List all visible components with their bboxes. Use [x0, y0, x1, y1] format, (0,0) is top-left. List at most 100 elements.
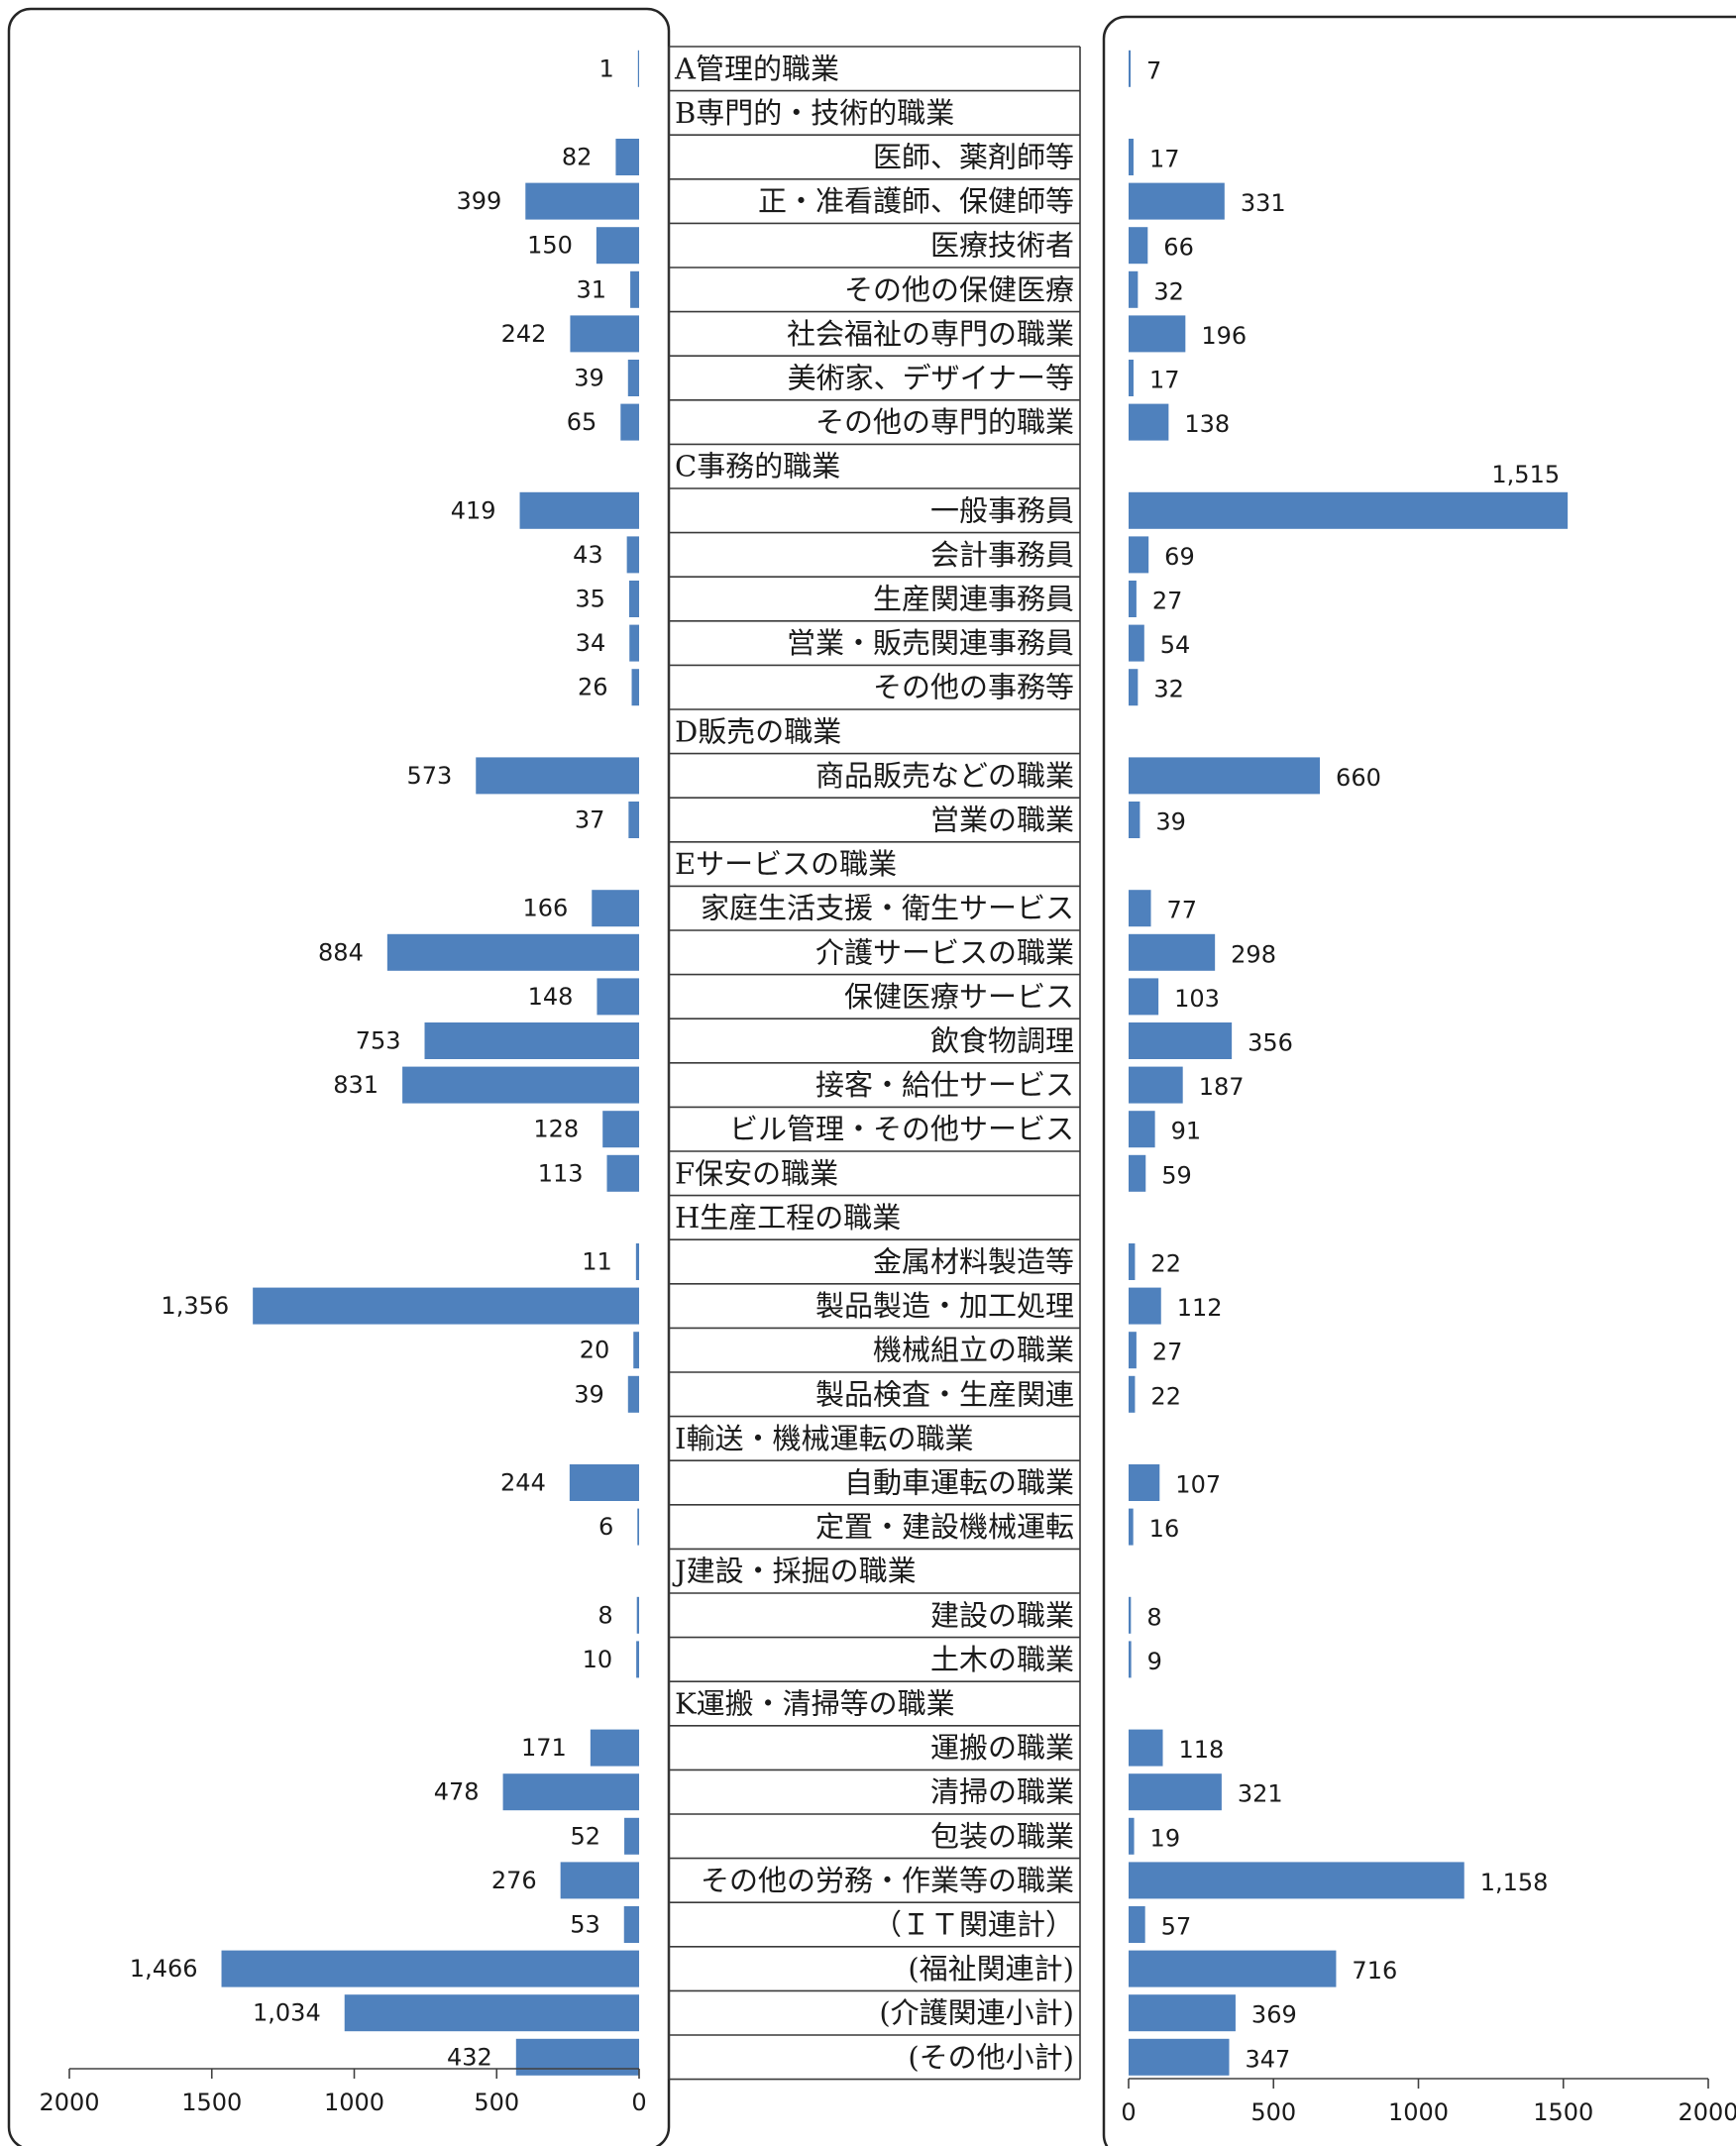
- right-bars: 7173316632196171381,51569275432660397729…: [1129, 50, 1569, 2076]
- group-header-label: A管理的職業: [674, 52, 839, 85]
- right-value-label: 298: [1231, 940, 1276, 968]
- category-table: A管理的職業 B専門的・技術的職業医師、薬剤師等正・准看護師、保健師等医療技術者そ…: [668, 46, 1081, 2081]
- category-label: その他の事務等: [873, 671, 1074, 704]
- left-value-label: 276: [491, 1867, 537, 1894]
- right-value-label: 7: [1146, 56, 1161, 84]
- right-value-label: 66: [1163, 234, 1194, 262]
- left-bar: [602, 1111, 639, 1148]
- left-value-label: 65: [567, 408, 597, 436]
- left-bar: [630, 270, 639, 308]
- category-label: ビル管理・その他サービス: [729, 1113, 1074, 1146]
- right-value-label: 9: [1147, 1648, 1162, 1675]
- group-header-label: K運搬・清掃等の職業: [675, 1687, 955, 1721]
- category-label: 自動車運転の職業: [844, 1466, 1074, 1500]
- left-bar: [596, 227, 639, 265]
- left-value-label: 82: [562, 144, 593, 171]
- left-bar: [626, 536, 639, 574]
- right-bar: [1129, 1066, 1183, 1104]
- left-axis-tick-label: 0: [631, 2089, 646, 2116]
- left-bar: [560, 1862, 639, 1899]
- left-bar: [569, 1464, 639, 1501]
- left-bar: [592, 890, 639, 927]
- right-axis-tick-label: 2000: [1678, 2098, 1736, 2126]
- right-value-label: 57: [1161, 1913, 1192, 1941]
- category-label: 保健医療サービス: [844, 980, 1074, 1014]
- left-value-label: 37: [575, 806, 605, 834]
- left-bar: [633, 1332, 639, 1369]
- category-label: 営業の職業: [930, 804, 1074, 837]
- category-label: 包装の職業: [930, 1819, 1074, 1853]
- right-bar: [1129, 360, 1134, 396]
- right-value-label: 196: [1201, 322, 1247, 350]
- category-label: (介護関連小計): [879, 1996, 1074, 2030]
- right-bar: [1129, 50, 1132, 87]
- right-bar: [1129, 1994, 1236, 2032]
- right-axis-tick-label: 1500: [1533, 2098, 1593, 2126]
- right-bar: [1129, 536, 1149, 574]
- right-value-label: 356: [1248, 1029, 1293, 1057]
- left-bar: [628, 581, 639, 617]
- left-value-label: 148: [528, 983, 574, 1011]
- right-value-label: 59: [1161, 1161, 1192, 1189]
- category-label: 接客・給仕サービス: [815, 1068, 1074, 1102]
- right-bar: [1129, 182, 1225, 220]
- right-x-axis: 0 500 1000 1500 2000: [1121, 2078, 1736, 2126]
- right-bar: [1129, 978, 1159, 1016]
- left-value-label: 20: [580, 1337, 610, 1364]
- left-bar: [637, 1508, 639, 1546]
- right-bar: [1129, 1773, 1222, 1811]
- right-bar: [1129, 1022, 1233, 1059]
- right-bar: [1129, 1729, 1163, 1767]
- category-label: 営業・販売関連事務員: [787, 626, 1074, 660]
- left-bar: [402, 1066, 639, 1104]
- right-value-label: 54: [1160, 631, 1191, 659]
- right-bar: [1129, 669, 1139, 706]
- left-value-label: 244: [500, 1469, 546, 1497]
- right-bar: [1129, 139, 1134, 175]
- category-label: 運搬の職業: [930, 1731, 1074, 1765]
- left-value-label: 753: [356, 1027, 401, 1055]
- left-value-label: 1,356: [161, 1292, 229, 1320]
- category-label: 製品製造・加工処理: [815, 1289, 1074, 1323]
- right-bar: [1129, 802, 1140, 838]
- right-bar: [1129, 1906, 1145, 1943]
- right-bar: [1129, 1596, 1132, 1634]
- right-axis-tick-label: 1000: [1388, 2098, 1449, 2126]
- left-value-label: 432: [447, 2043, 492, 2071]
- left-bar: [525, 182, 639, 220]
- group-header-label: Eサービスの職業: [675, 847, 897, 881]
- right-bar: [1129, 1817, 1135, 1855]
- right-bar: [1129, 1111, 1155, 1148]
- right-axis-tick-label: 500: [1250, 2098, 1296, 2126]
- left-bar: [221, 1950, 639, 1987]
- right-value-label: 1,158: [1480, 1869, 1549, 1896]
- category-label: 社会福祉の専門の職業: [787, 317, 1074, 351]
- right-bar: [1129, 1243, 1136, 1280]
- right-value-label: 331: [1241, 189, 1286, 217]
- left-bar: [635, 1243, 639, 1280]
- right-value-label: 27: [1152, 1339, 1183, 1366]
- left-bar: [627, 360, 639, 396]
- left-bar: [637, 50, 639, 87]
- right-bar: [1129, 1154, 1146, 1192]
- left-value-label: 35: [575, 586, 605, 613]
- left-bar: [636, 1596, 639, 1634]
- group-header-label: I輸送・機械運転の職業: [675, 1422, 973, 1455]
- left-value-label: 10: [583, 1646, 613, 1673]
- left-value-label: 166: [522, 895, 568, 922]
- right-value-label: 369: [1251, 2001, 1297, 2029]
- category-label: (福祉関連計): [908, 1952, 1074, 1985]
- left-value-label: 6: [598, 1513, 613, 1541]
- group-header-label: C事務的職業: [675, 450, 840, 483]
- left-bar: [386, 933, 639, 971]
- category-label: 家庭生活支援・衛生サービス: [701, 892, 1074, 925]
- right-value-label: 32: [1153, 676, 1184, 703]
- left-value-label: 478: [434, 1778, 480, 1806]
- category-label: 商品販売などの職業: [815, 759, 1074, 793]
- group-header-label: J建設・採掘の職業: [672, 1555, 917, 1588]
- left-value-label: 242: [501, 320, 547, 348]
- right-value-label: 321: [1238, 1780, 1283, 1808]
- right-bar: [1129, 2038, 1230, 2076]
- left-value-label: 26: [578, 674, 608, 701]
